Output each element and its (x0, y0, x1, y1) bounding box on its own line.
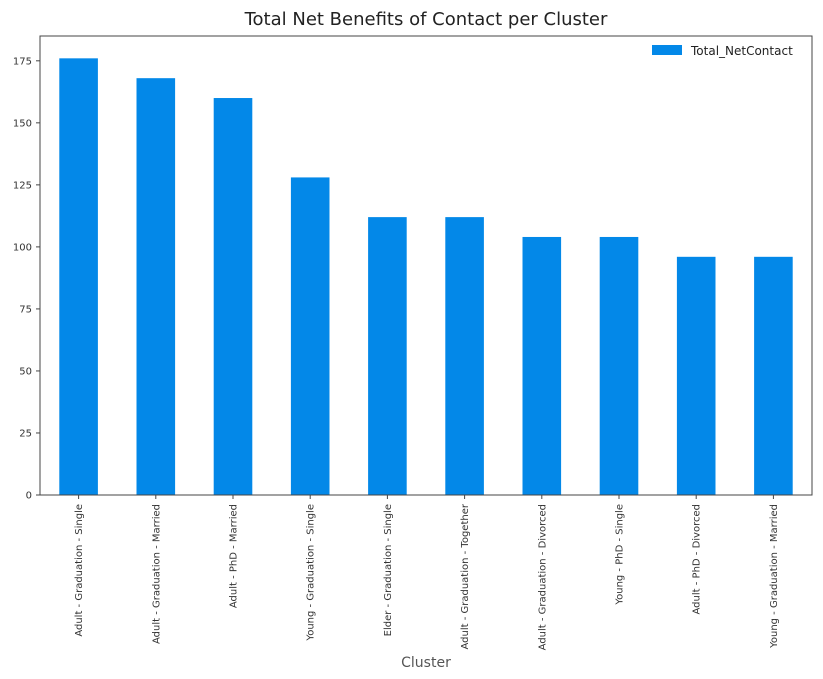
bar (368, 217, 407, 496)
bar (676, 256, 716, 495)
x-tick-label: Young - Graduation - Married (769, 504, 780, 649)
plot-frame (39, 35, 813, 496)
chart-title: Total Net Benefits of Contact per Cluste… (244, 9, 608, 30)
legend-label: Total_NetContact (690, 44, 793, 58)
y-tick-label: 75 (19, 304, 32, 315)
y-tick-label: 100 (13, 242, 32, 253)
x-tick-label: Adult - Graduation - Divorced (537, 504, 548, 650)
plot-area: 0 25 50 75 100 125 150 175 Adult - Graduation - … (13, 35, 813, 650)
y-tick-label: 150 (13, 118, 32, 129)
bar (59, 58, 98, 495)
x-axis-label: Cluster (401, 655, 451, 671)
y-tick-label: 175 (13, 56, 32, 67)
x-tick-label: Adult - Graduation - Married (151, 504, 162, 644)
bar (213, 98, 253, 495)
legend: Total_NetContact (652, 44, 793, 58)
bar (136, 78, 176, 495)
y-tick-label: 0 (26, 491, 32, 502)
bar (290, 177, 330, 495)
bar (445, 217, 484, 496)
x-tick-label: Adult - PhD - Married (229, 504, 240, 608)
legend-swatch (652, 45, 682, 55)
x-tick-label: Adult - Graduation - Single (74, 504, 85, 637)
bar (754, 256, 793, 495)
x-tick-label: Young - Graduation - Single (306, 504, 317, 642)
x-tick-label: Elder - Graduation - Single (383, 504, 394, 636)
y-tick-label: 125 (13, 180, 32, 191)
x-tick-label: Adult - Graduation - Together (460, 503, 471, 649)
x-tick-label: Adult - PhD - Divorced (692, 504, 703, 614)
x-tick-label: Young - PhD - Single (615, 504, 626, 606)
bar (522, 236, 562, 495)
y-tick-label: 25 (19, 428, 32, 439)
bar (599, 236, 639, 495)
y-tick-label: 50 (19, 366, 32, 377)
